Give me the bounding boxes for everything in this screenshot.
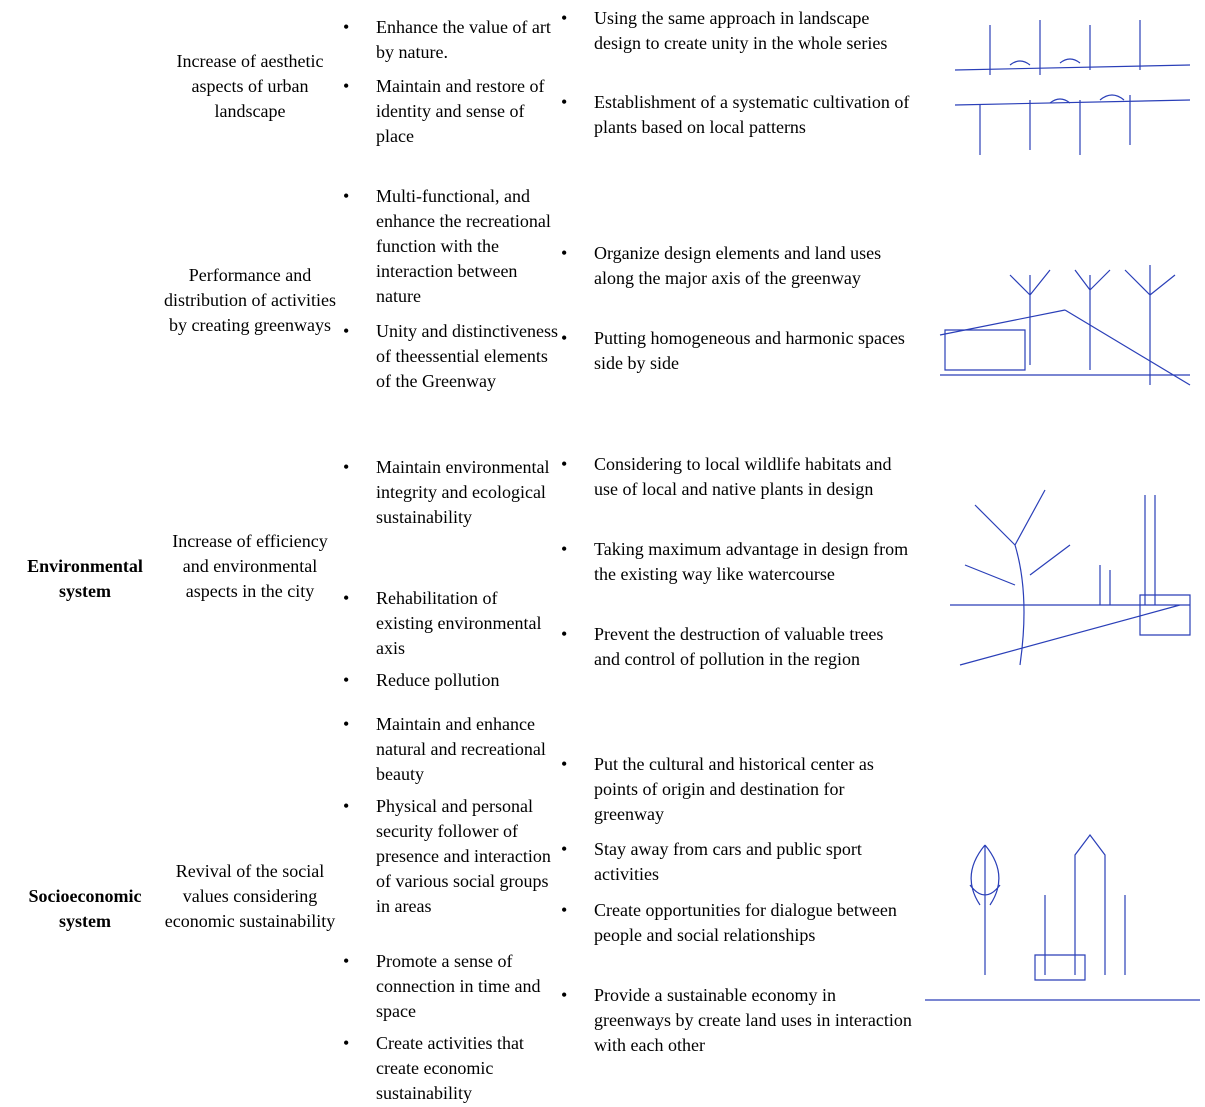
- measure-item: Prevent the destruction of valuable tree…: [561, 622, 912, 672]
- measure-item: Taking maximum advantage in design from …: [561, 537, 912, 587]
- measure-item: Considering to local wildlife habitats a…: [561, 452, 912, 502]
- measure-item: Organize design elements and land uses a…: [561, 241, 912, 291]
- objective: Revival of the social values considering…: [164, 861, 336, 931]
- measure-item: Using the same approach in landscape des…: [561, 6, 912, 56]
- strategy-item: Maintain environmental integrity and eco…: [343, 455, 558, 530]
- measure-item: Putting homogeneous and harmonic spaces …: [561, 326, 912, 376]
- strategy-item: Create activities that create economic s…: [343, 1031, 558, 1106]
- strategy-item: Enhance the value of art by nature.: [343, 15, 558, 65]
- sketch: [939, 265, 1191, 386]
- strategy-item: Promote a sense of connection in time an…: [343, 949, 558, 1024]
- measure-item: Stay away from cars and public sport act…: [561, 837, 912, 887]
- objective: Increase of aesthetic aspects of urban l…: [176, 51, 324, 121]
- sketch: [954, 20, 1191, 155]
- system-label: Environmental system: [27, 556, 143, 601]
- measure-item: Provide a sustainable economy in greenwa…: [561, 983, 912, 1058]
- objective: Performance and distribution of activiti…: [164, 265, 336, 335]
- sketch: [950, 489, 1191, 666]
- strategy-item: Maintain and enhance natural and recreat…: [343, 712, 558, 787]
- strategy-item: Physical and personal security follower …: [343, 794, 558, 919]
- strategy-item: Reduce pollution: [343, 668, 558, 693]
- strategy-item: Unity and distinctiveness of theessentia…: [343, 319, 558, 394]
- measure-item: Put the cultural and historical center a…: [561, 752, 912, 827]
- strategy-item: Maintain and restore of identity and sen…: [343, 74, 558, 149]
- sketch: [925, 834, 1200, 1001]
- strategy-item: Multi-functional, and enhance the recrea…: [343, 184, 558, 309]
- strategy-item: Rehabilitation of existing environmental…: [343, 586, 558, 661]
- measure-item: Establishment of a systematic cultivatio…: [561, 90, 912, 140]
- measure-item: Create opportunities for dialogue betwee…: [561, 898, 912, 948]
- objective: Increase of efficiency and environmental…: [172, 531, 328, 601]
- system-label: Socioeconomic system: [28, 886, 142, 931]
